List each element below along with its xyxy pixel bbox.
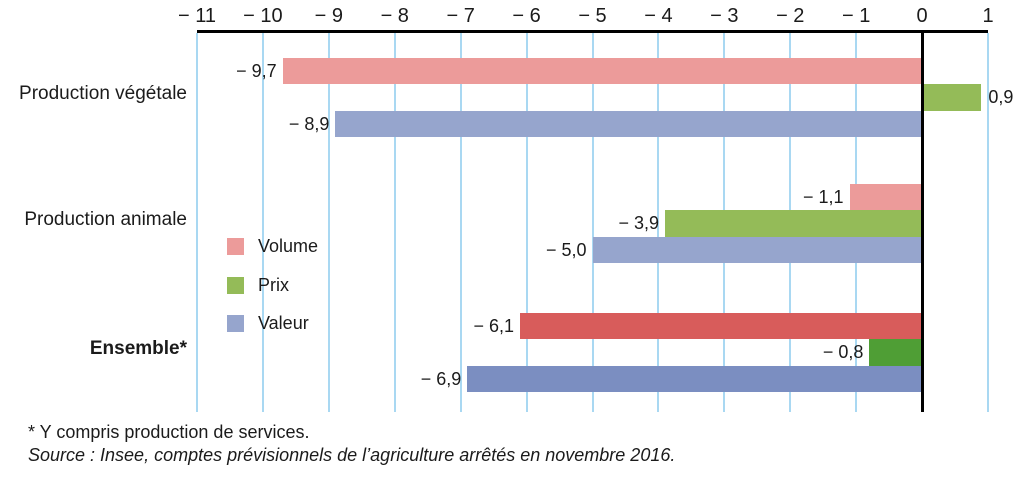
bar-prix-1 xyxy=(665,210,923,237)
bar-value-label: 0,9 xyxy=(988,87,1013,108)
bar-value-label: − 9,7 xyxy=(236,61,277,81)
legend-item-prix: Prix xyxy=(227,275,289,296)
bar-valeur-1 xyxy=(592,236,923,263)
category-label-0: Production végétale xyxy=(19,83,187,105)
gridline xyxy=(525,33,528,412)
legend-label: Volume xyxy=(258,236,319,256)
bar-value-label: − 3,9 xyxy=(618,213,660,234)
legend-item-valeur: Valeur xyxy=(227,313,309,334)
bar-value-label: − 1,1 xyxy=(803,187,844,207)
footnotes: * Y compris production de services. Sour… xyxy=(28,421,675,467)
bar-prix-2 xyxy=(869,339,923,366)
gridline xyxy=(261,33,264,412)
bar-value-label: − 8,9 xyxy=(288,113,330,134)
gridline xyxy=(327,33,330,412)
legend-label: Valeur xyxy=(258,313,309,333)
x-axis-tick-label: − 3 xyxy=(710,5,739,27)
bar-valeur-2 xyxy=(467,365,923,392)
x-axis-tick-label: − 8 xyxy=(380,5,409,27)
gridline xyxy=(591,33,594,412)
x-axis-tick-label: − 2 xyxy=(776,5,805,27)
zero-axis-line xyxy=(920,33,924,412)
category-label-2: Ensemble* xyxy=(89,338,187,360)
x-axis-tick-label: − 10 xyxy=(243,5,283,27)
legend-swatch-icon xyxy=(227,277,244,294)
x-axis-tick-label: − 9 xyxy=(314,5,344,27)
gridline xyxy=(393,33,396,412)
footnote-note: * Y compris production de services. xyxy=(28,422,310,442)
bar-volume-2 xyxy=(519,313,923,340)
gridline xyxy=(196,33,198,412)
bar-value-label: − 6,9 xyxy=(420,368,462,389)
x-axis-tick-label: − 5 xyxy=(578,5,607,27)
bar-value-label: − 0,8 xyxy=(822,342,864,363)
legend-item-volume: Volume xyxy=(227,236,318,257)
x-axis-tick-label: − 11 xyxy=(178,5,216,27)
legend-swatch-icon xyxy=(227,238,244,255)
bar-value-label: − 5,0 xyxy=(545,239,587,260)
bar-prix-0 xyxy=(922,84,982,111)
gridline xyxy=(459,33,462,412)
x-axis-tick-label: − 6 xyxy=(512,5,541,27)
gridline xyxy=(987,33,989,412)
x-axis-tick-label: 0 xyxy=(916,5,928,27)
x-axis-tick-label: − 1 xyxy=(841,5,871,27)
x-axis-tick-label: − 4 xyxy=(644,5,673,27)
bar-volume-0 xyxy=(282,58,923,85)
bar-valeur-0 xyxy=(335,110,923,137)
plot-area: − 11− 10− 9− 8− 7− 6− 5− 4− 3− 2− 1 0 1− 9… xyxy=(178,5,1013,412)
footnote-source: Source : Insee, comptes prévisionnels de… xyxy=(28,445,676,465)
bar-value-label: − 6,1 xyxy=(473,316,514,336)
bar-volume-1 xyxy=(849,184,923,211)
legend-label: Prix xyxy=(258,275,289,295)
x-axis-tick-label: 1 xyxy=(982,5,994,27)
category-label-1: Production animale xyxy=(24,209,187,231)
x-axis-tick-label: − 7 xyxy=(446,5,475,27)
gridline xyxy=(657,33,660,412)
legend-swatch-icon xyxy=(227,315,244,332)
